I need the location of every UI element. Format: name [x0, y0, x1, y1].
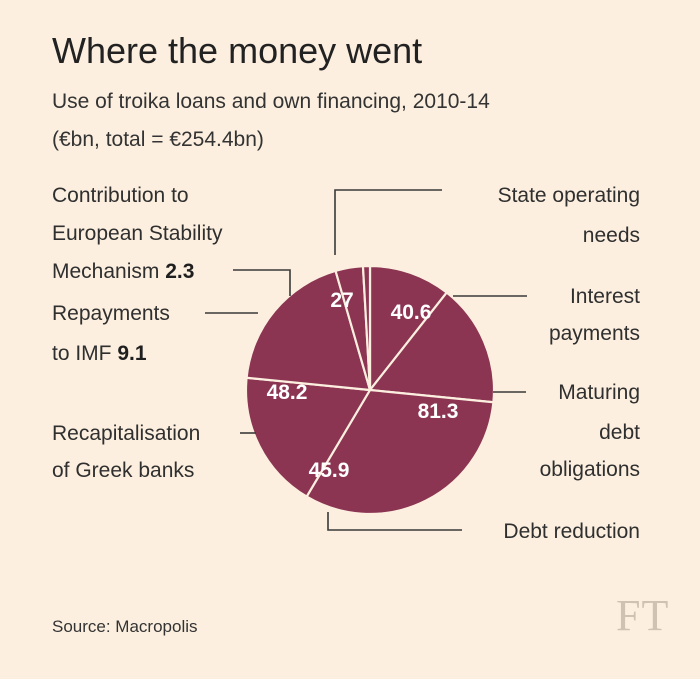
category-label-debt-reduction: Debt reduction — [503, 520, 640, 543]
category-label-maturing: Maturing — [558, 381, 640, 404]
category-label-maturing-2: debt — [599, 421, 640, 444]
value-label-imf: 9.1 — [117, 342, 147, 365]
source-note: Source: Macropolis — [52, 617, 198, 636]
category-labels: State operating needs Interest payments … — [52, 184, 640, 543]
value-label-debt-reduction: 45.9 — [309, 459, 350, 482]
leader-line-esm — [233, 269, 291, 296]
leader-lines — [205, 189, 527, 531]
value-label-state-operating: 27 — [330, 289, 353, 312]
pie-slice-3 — [244, 376, 372, 498]
chart-subtitle-line1: Use of troika loans and own financing, 2… — [52, 90, 490, 113]
category-label-state-operating-2: needs — [583, 224, 640, 247]
chart-title: Where the money went — [52, 30, 423, 71]
leader-line-state-operating — [334, 189, 442, 255]
category-label-maturing-3: obligations — [540, 458, 640, 481]
category-label-state-operating: State operating — [498, 184, 640, 207]
pie-slice-2 — [305, 388, 495, 516]
category-label-esm: Contribution to — [52, 184, 189, 207]
value-labels: 27 40.6 81.3 45.9 48.2 — [267, 289, 459, 482]
value-label-maturing: 81.3 — [418, 400, 459, 423]
chart-subtitle-line2: (€bn, total = €254.4bn) — [52, 128, 264, 151]
value-label-interest: 40.6 — [391, 301, 432, 324]
pie-slice-4 — [245, 269, 372, 392]
leader-line-debt-reduction — [327, 512, 462, 531]
pie-slice-0 — [368, 264, 448, 392]
pie-slice-6 — [361, 264, 372, 392]
pie-slices — [244, 264, 496, 516]
category-label-recap: Recapitalisation — [52, 422, 200, 445]
value-label-esm: 2.3 — [165, 260, 194, 283]
category-label-imf: Repayments — [52, 302, 170, 325]
pie-slice-1 — [368, 291, 496, 404]
category-label-esm-2: European Stability — [52, 222, 223, 245]
category-label-imf-2: to IMF 9.1 — [52, 342, 147, 365]
category-label-interest-2: payments — [549, 322, 640, 345]
value-label-recap: 48.2 — [267, 381, 308, 404]
category-label-interest: Interest — [570, 285, 640, 308]
category-label-esm-3: Mechanism 2.3 — [52, 260, 194, 283]
ft-logo: FT — [616, 591, 670, 640]
category-label-recap-2: of Greek banks — [52, 459, 194, 482]
